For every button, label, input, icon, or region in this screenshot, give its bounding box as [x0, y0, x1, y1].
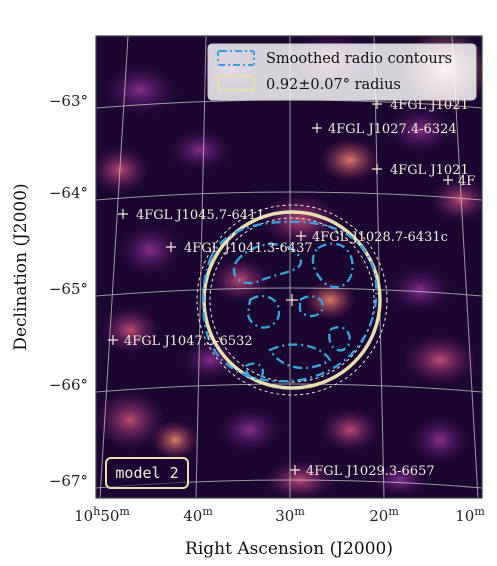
model-badge: model 2 — [105, 457, 189, 489]
coordinate-grid — [96, 36, 482, 498]
radius-outer-dashed — [196, 204, 388, 396]
legend-contour-swatch — [217, 50, 255, 66]
ra-tick-label: 20m — [369, 505, 399, 525]
source-label: 4F — [458, 174, 475, 189]
ra-tick-label: 10h50m — [74, 505, 130, 525]
dec-tick-label: −66° — [49, 376, 88, 394]
source-label: 4FGL J1028.7-6431c — [312, 230, 448, 245]
radio-contours — [201, 220, 378, 383]
sky-map-image: 4FGL J1021 4FGL J1027.4-6324 4FGL J1021 … — [96, 36, 482, 498]
dec-tick-label: −63° — [49, 92, 88, 110]
ra-ticks: 10h50m 40m 30m 20m 10m — [74, 505, 485, 525]
plot-frame — [95, 35, 483, 499]
y-axis-label: Declination (J2000) — [11, 183, 31, 350]
source-label: 4FGL J1027.4-6324 — [328, 122, 457, 137]
source-label: 4FGL J1021 — [390, 163, 469, 178]
center-marker — [286, 294, 298, 306]
source-label: 4FGL J1045.7-6411 — [136, 208, 265, 223]
source-label: 4FGL J1029.3-6657 — [306, 464, 435, 479]
legend: Smoothed radio contours 0.92±0.07° radiu… — [207, 43, 477, 101]
source-markers — [108, 99, 453, 475]
dec-tick-label: −67° — [49, 472, 88, 490]
legend-contours-label: Smoothed radio contours — [266, 51, 452, 67]
dec-ticks: −63° −64° −65° −66° −67° — [49, 92, 88, 490]
legend-radius-swatch — [216, 74, 256, 92]
dec-tick-label: −65° — [49, 280, 88, 298]
x-axis-label: Right Ascension (J2000) — [185, 539, 393, 559]
legend-radius-label: 0.92±0.07° radius — [266, 77, 401, 93]
ra-tick-label: 40m — [183, 505, 213, 525]
source-label: 4FGL J1047.5-6532 — [124, 334, 253, 349]
source-label: 4FGL J1021 — [390, 98, 469, 113]
ra-tick-label: 10m — [455, 505, 485, 525]
ra-tick-label: 30m — [275, 505, 305, 525]
source-label: 4FGL J1041.3-6437 — [184, 241, 313, 256]
dec-tick-label: −64° — [49, 184, 88, 202]
model-badge-label: model 2 — [115, 464, 178, 482]
